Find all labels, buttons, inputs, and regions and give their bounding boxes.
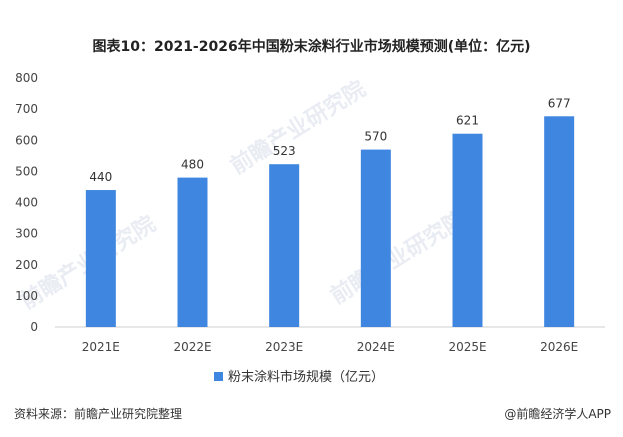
x-tick-label: 2023E xyxy=(265,340,303,354)
y-tick-label: 600 xyxy=(15,133,38,147)
bar-value-label: 621 xyxy=(456,114,479,128)
x-tick-label: 2026E xyxy=(540,340,578,354)
y-tick-label: 800 xyxy=(15,71,38,85)
bar-value-label: 570 xyxy=(364,130,387,144)
x-tick-label: 2025E xyxy=(448,340,486,354)
source-note: 资料来源：前瞻产业研究院整理 xyxy=(14,407,183,421)
bar-value-label: 480 xyxy=(181,158,204,172)
legend-swatch xyxy=(214,372,223,381)
chart-title: 图表10：2021-2026年中国粉末涂料行业市场规模预测(单位：亿元) xyxy=(92,39,531,55)
y-tick-label: 0 xyxy=(30,320,38,334)
bar xyxy=(544,116,575,327)
legend-label: 粉末涂料市场规模（亿元） xyxy=(228,369,384,385)
y-tick-label: 400 xyxy=(15,196,38,210)
brand-credit: @前瞻经济学人APP xyxy=(504,407,611,421)
y-tick-label: 200 xyxy=(15,258,38,272)
x-tick-label: 2021E xyxy=(82,340,120,354)
y-tick-label: 100 xyxy=(15,289,38,303)
y-tick-label: 300 xyxy=(15,227,38,241)
bar xyxy=(452,133,483,327)
x-tick-label: 2024E xyxy=(357,340,395,354)
bar xyxy=(360,149,391,327)
bar xyxy=(177,177,208,327)
bar xyxy=(269,164,300,327)
bar-value-label: 677 xyxy=(548,96,571,110)
y-tick-label: 700 xyxy=(15,102,38,116)
bar-value-label: 523 xyxy=(273,144,296,158)
x-tick-label: 2022E xyxy=(173,340,211,354)
bar xyxy=(85,190,116,327)
bar-value-label: 440 xyxy=(89,170,112,184)
y-tick-label: 500 xyxy=(15,164,38,178)
